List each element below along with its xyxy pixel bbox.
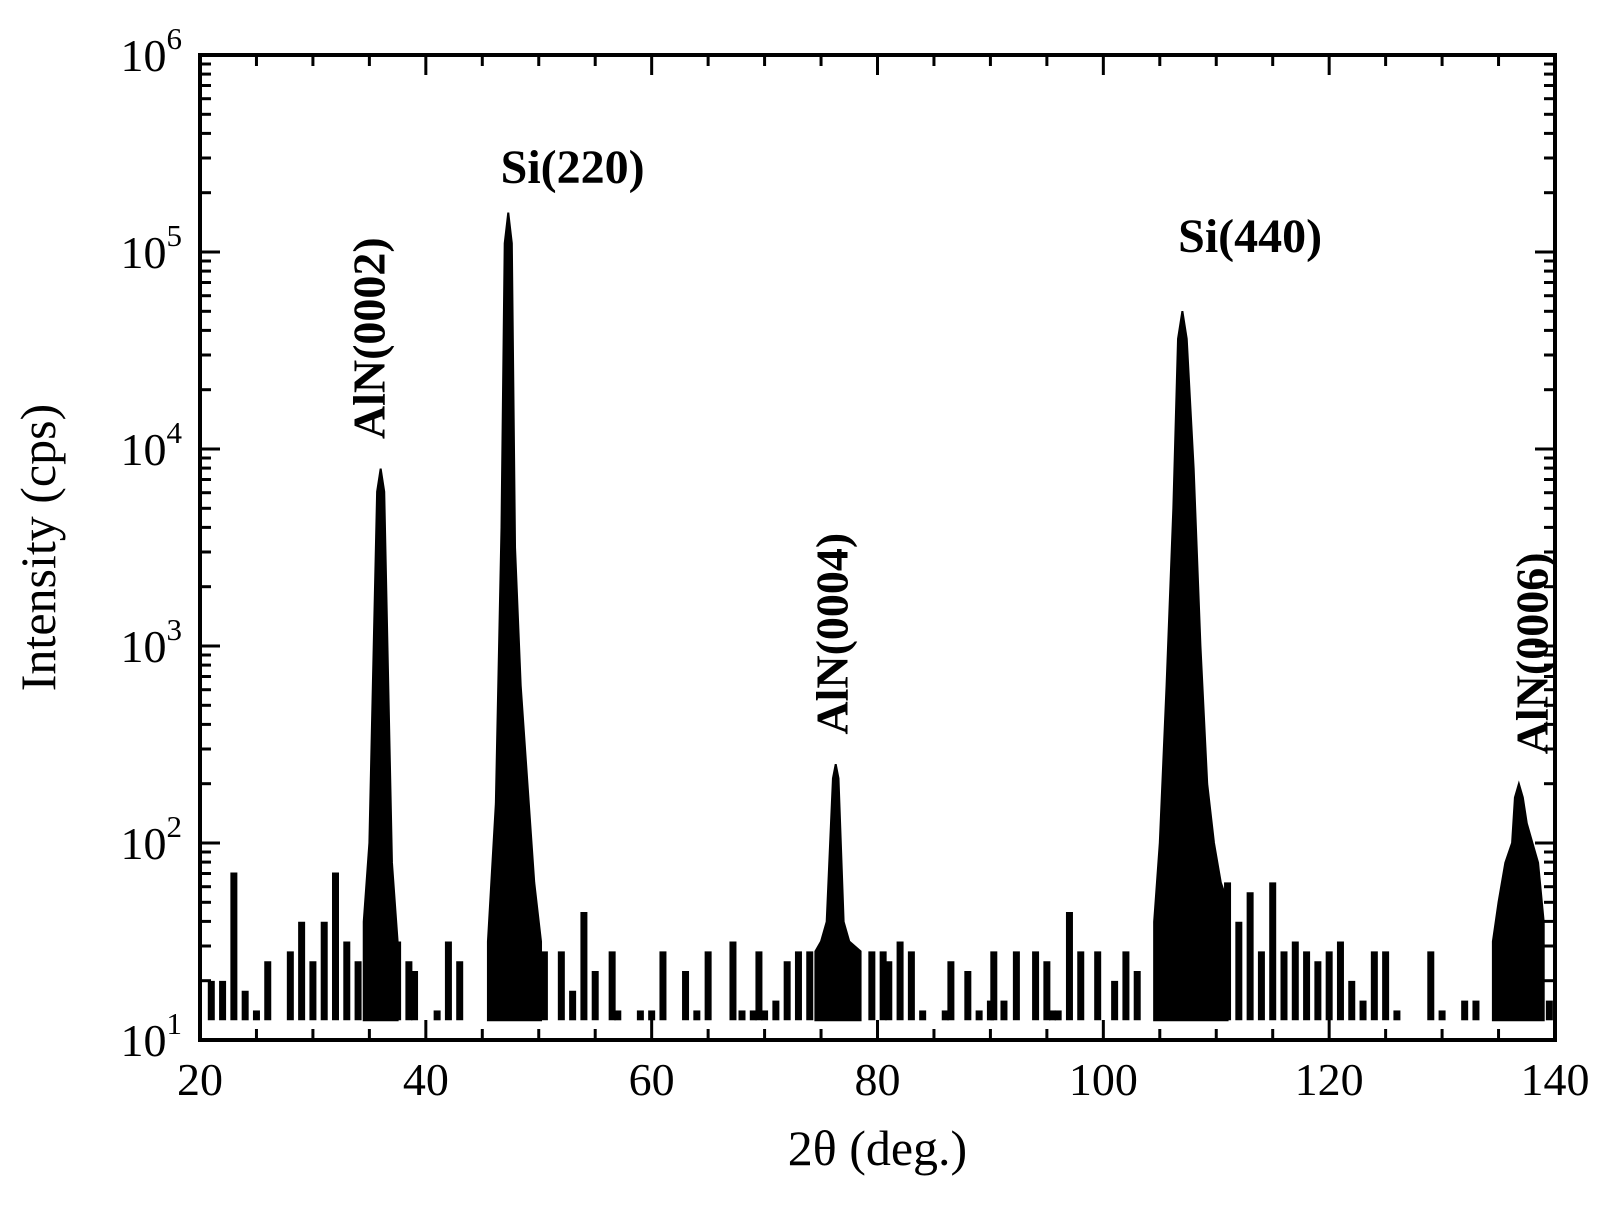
x-tick-label: 120 [1295,1054,1364,1105]
x-tick-label: 140 [1521,1054,1590,1105]
y-axis-label: Intensity (cps) [10,404,66,691]
x-tick-label: 60 [629,1054,675,1105]
xrd-chart: 204060801001201401011021031041051062θ (d… [0,0,1610,1227]
peak-label: AlN(0004) [806,533,857,735]
x-tick-label: 80 [855,1054,901,1105]
x-tick-label: 20 [177,1054,223,1105]
peak-label: Si(220) [501,141,645,194]
x-tick-label: 100 [1069,1054,1138,1105]
peak-label: Si(440) [1178,210,1322,263]
peak-label: AlN(0006) [1506,552,1557,754]
x-axis-label: 2θ (deg.) [788,1120,967,1176]
chart-svg: 204060801001201401011021031041051062θ (d… [0,0,1610,1227]
peak-label: AlN(0002) [343,237,394,439]
x-tick-label: 40 [403,1054,449,1105]
